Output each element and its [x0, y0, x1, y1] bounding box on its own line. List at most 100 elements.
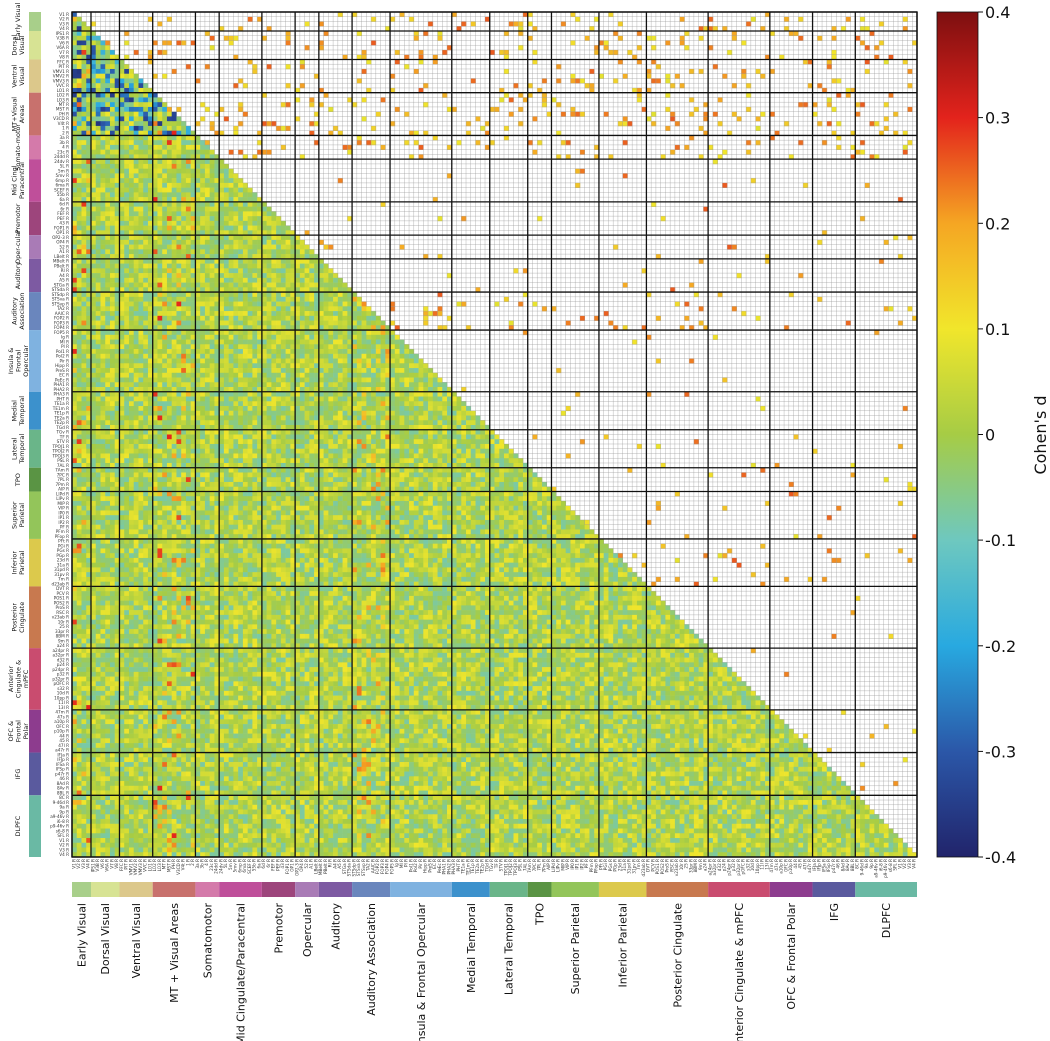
heatmap-cell: [124, 102, 129, 107]
heatmap-cell: [181, 140, 186, 145]
heatmap-cell: [124, 321, 129, 326]
heatmap-cell: [433, 59, 438, 64]
heatmap-cell: [276, 226, 281, 231]
heatmap-cell: [100, 344, 105, 349]
heatmap-cell: [219, 202, 224, 207]
heatmap-cell: [157, 164, 162, 169]
heatmap-cell: [72, 268, 77, 273]
heatmap-cell: [300, 335, 305, 340]
heatmap-cell: [623, 140, 628, 145]
heatmap-cell: [836, 78, 841, 83]
heatmap-cell: [409, 368, 414, 373]
heatmap-cell: [324, 354, 329, 359]
heatmap-cell: [732, 112, 737, 117]
heatmap-cell: [333, 340, 338, 345]
heatmap-cell: [157, 216, 162, 221]
heatmap-cell: [357, 140, 362, 145]
heatmap-cell: [309, 102, 314, 107]
heatmap-cell: [129, 140, 134, 145]
heatmap-cell: [129, 435, 134, 440]
heatmap-cell: [252, 64, 257, 69]
heatmap-cell: [129, 292, 134, 297]
heatmap-cell: [100, 97, 105, 102]
heatmap-cell: [167, 297, 172, 302]
heatmap-cell: [81, 268, 86, 273]
heatmap-cell: [77, 401, 82, 406]
heatmap-cell: [238, 107, 243, 112]
heatmap-cell: [362, 50, 367, 55]
heatmap-cell: [305, 311, 310, 316]
heatmap-cell: [219, 283, 224, 288]
heatmap-cell: [91, 330, 96, 335]
heatmap-cell: [157, 411, 162, 416]
heatmap-cell: [423, 378, 428, 383]
heatmap-cell: [77, 420, 82, 425]
heatmap-cell: [798, 102, 803, 107]
heatmap-cell: [233, 173, 238, 178]
heatmap-cell: [295, 268, 300, 273]
heatmap-cell: [889, 306, 894, 311]
heatmap-cell: [129, 169, 134, 174]
heatmap-cell: [143, 373, 148, 378]
heatmap-cell: [409, 17, 414, 22]
heatmap-cell: [110, 259, 115, 264]
heatmap-cell: [100, 240, 105, 245]
heatmap-cell: [91, 302, 96, 307]
heatmap-cell: [96, 207, 101, 212]
heatmap-cell: [262, 93, 267, 98]
heatmap-cell: [210, 411, 215, 416]
heatmap-cell: [72, 192, 77, 197]
heatmap-cell: [338, 368, 343, 373]
heatmap-cell: [210, 150, 215, 155]
heatmap-cell: [414, 140, 419, 145]
heatmap-cell: [262, 363, 267, 368]
heatmap-cell: [281, 273, 286, 278]
heatmap-cell: [205, 378, 210, 383]
heatmap-cell: [309, 340, 314, 345]
heatmap-cell: [333, 335, 338, 340]
heatmap-cell: [248, 392, 253, 397]
heatmap-cell: [438, 406, 443, 411]
heatmap-cell: [371, 354, 376, 359]
heatmap-cell: [267, 354, 272, 359]
heatmap-cell: [119, 330, 124, 335]
heatmap-cell: [134, 159, 139, 164]
heatmap-cell: [153, 107, 158, 112]
heatmap-cell: [205, 216, 210, 221]
heatmap-cell: [143, 430, 148, 435]
heatmap-cell: [100, 140, 105, 145]
heatmap-cell: [409, 359, 414, 364]
heatmap-cell: [110, 292, 115, 297]
heatmap-cell: [96, 439, 101, 444]
heatmap-cell: [333, 373, 338, 378]
heatmap-cell: [181, 169, 186, 174]
heatmap-cell: [376, 373, 381, 378]
heatmap-cell: [570, 12, 575, 17]
heatmap-cell: [167, 378, 172, 383]
heatmap-cell: [129, 116, 134, 121]
heatmap-cell: [77, 121, 82, 126]
heatmap-cell: [205, 430, 210, 435]
heatmap-cell: [276, 283, 281, 288]
heatmap-cell: [186, 159, 191, 164]
heatmap-cell: [167, 392, 172, 397]
heatmap-cell: [143, 278, 148, 283]
heatmap-cell: [124, 211, 129, 216]
heatmap-cell: [457, 435, 462, 440]
heatmap-cell: [233, 292, 238, 297]
heatmap-cell: [153, 378, 158, 383]
heatmap-cell: [219, 188, 224, 193]
heatmap-cell: [138, 411, 143, 416]
heatmap-cell: [271, 264, 276, 269]
heatmap-cell: [81, 173, 86, 178]
heatmap-cell: [176, 249, 181, 254]
heatmap-cell: [357, 392, 362, 397]
heatmap-cell: [138, 368, 143, 373]
heatmap-cell: [352, 349, 357, 354]
heatmap-cell: [784, 17, 789, 22]
heatmap-cell: [129, 316, 134, 321]
heatmap-cell: [680, 40, 685, 45]
heatmap-cell: [219, 378, 224, 383]
heatmap-cell: [300, 406, 305, 411]
heatmap-cell: [77, 192, 82, 197]
